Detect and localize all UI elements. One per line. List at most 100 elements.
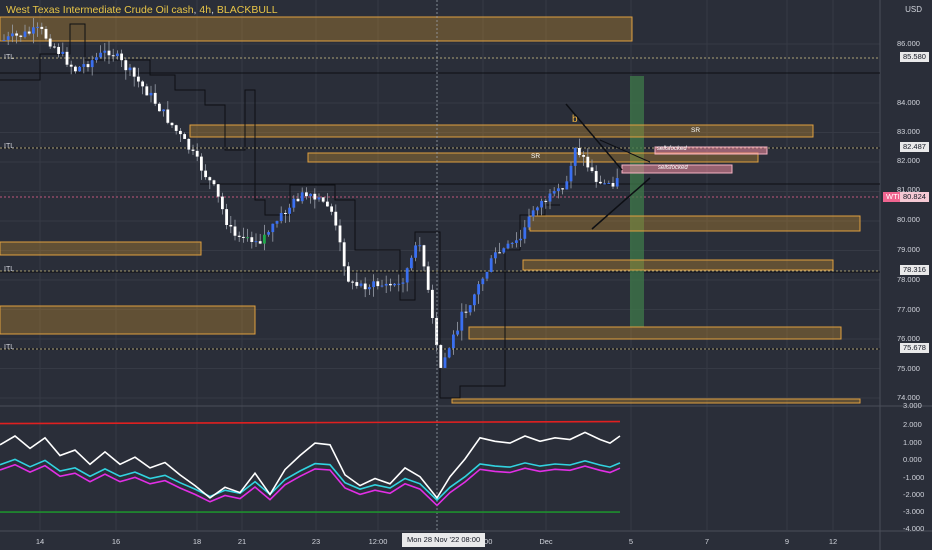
candle-body [120,53,123,61]
candle-body [309,193,312,197]
candle-body [338,225,342,243]
candle-body [544,200,548,202]
candle-body [590,167,594,172]
candle-body [149,92,153,96]
broker-label: BLACKBULL [216,4,278,16]
candle-body [128,67,132,71]
candle-body [603,183,606,185]
oscillator-cyan [0,458,621,502]
candle-body [523,227,527,239]
candle-body [485,271,489,279]
supply-demand-zone [307,152,759,163]
candle-body [36,26,39,28]
candle-body [19,35,23,37]
candle-body [615,178,619,187]
candle-body [208,177,212,181]
candle-body [103,50,107,53]
candle-body [65,51,69,65]
candle-body [40,26,44,29]
candle-body [296,198,300,202]
candle-body [405,268,409,283]
candle-body [334,211,338,226]
candle-body [300,192,304,202]
osc-axis-label: 1.000 [903,438,922,447]
candle-body [267,232,270,235]
price-axis-label: 84.000 [897,98,920,107]
candle-body [418,245,422,247]
trendline [599,139,651,163]
time-axis-label: 12 [828,537,838,546]
candle-body [548,193,552,202]
supply-demand-zone [0,305,256,335]
candle-body [498,252,501,254]
candle-body [443,357,447,368]
supply-demand-zone [529,215,861,232]
candle-body [347,266,350,282]
candle-body [582,155,585,157]
interval-label: 4h [199,4,212,16]
osc-axis-label: 2.000 [903,420,922,429]
candle-body [552,191,556,194]
candle-body [111,55,115,57]
supply-demand-zone [451,398,861,404]
last-price-tag: 80.824 [900,192,929,202]
candle-body [452,334,455,349]
candle-body [494,252,497,259]
candle-body [74,66,77,72]
chart-title: West Texas Intermediate Crude Oil cash, … [6,4,278,16]
candle-body [124,60,128,71]
time-axis-label: 18 [192,537,202,546]
itl-label: ITL [4,266,15,273]
candle-body [179,130,182,135]
supply-demand-zone [522,259,834,271]
candle-body [69,64,73,67]
candle-body [86,64,90,68]
osc-axis-label: 3.000 [903,401,922,410]
candle-body [107,50,111,56]
candle-body [116,53,119,57]
candle-body [447,348,451,358]
candle-body [187,138,191,150]
candle-body [204,170,207,178]
symbol-name: West Texas Intermediate Crude Oil cash [6,4,194,16]
candle-body [599,181,602,184]
candle-body [515,240,518,243]
time-axis-label: 12:00 [368,537,388,546]
candle-body [477,284,480,295]
price-axis-label: 77.000 [897,305,920,314]
candle-body [158,103,161,112]
candle-body [393,283,396,286]
candle-body [519,238,522,241]
candle-body [565,181,569,190]
candle-body [6,36,10,40]
candle-body [351,281,354,283]
candle-body [389,283,392,286]
candle-body [78,66,81,72]
candle-body [44,28,48,39]
candle-body [90,60,94,68]
candle-body [216,184,220,197]
level-tag: 82.487 [900,142,929,152]
candle-body [95,57,98,61]
osc-axis-label: -2.000 [903,490,925,499]
overbought-line [0,420,621,425]
currency-label: USD [905,5,922,14]
trendline [565,103,623,171]
osc-axis-label: -3.000 [903,507,925,516]
sr-zone-label: SR [531,153,541,160]
candle-body [237,235,241,237]
candle-body [510,242,514,244]
candle-body [288,207,291,214]
sell-zone [654,146,768,155]
level-tag: 75.678 [900,343,929,353]
candle-body [326,201,329,207]
level-tag: 78.316 [900,265,929,275]
candle-body [380,285,384,287]
candle-body [57,46,60,54]
candle-body [11,33,14,37]
candle-body [32,27,35,34]
price-axis-label: 80.000 [897,215,920,224]
candle-body [200,156,203,171]
